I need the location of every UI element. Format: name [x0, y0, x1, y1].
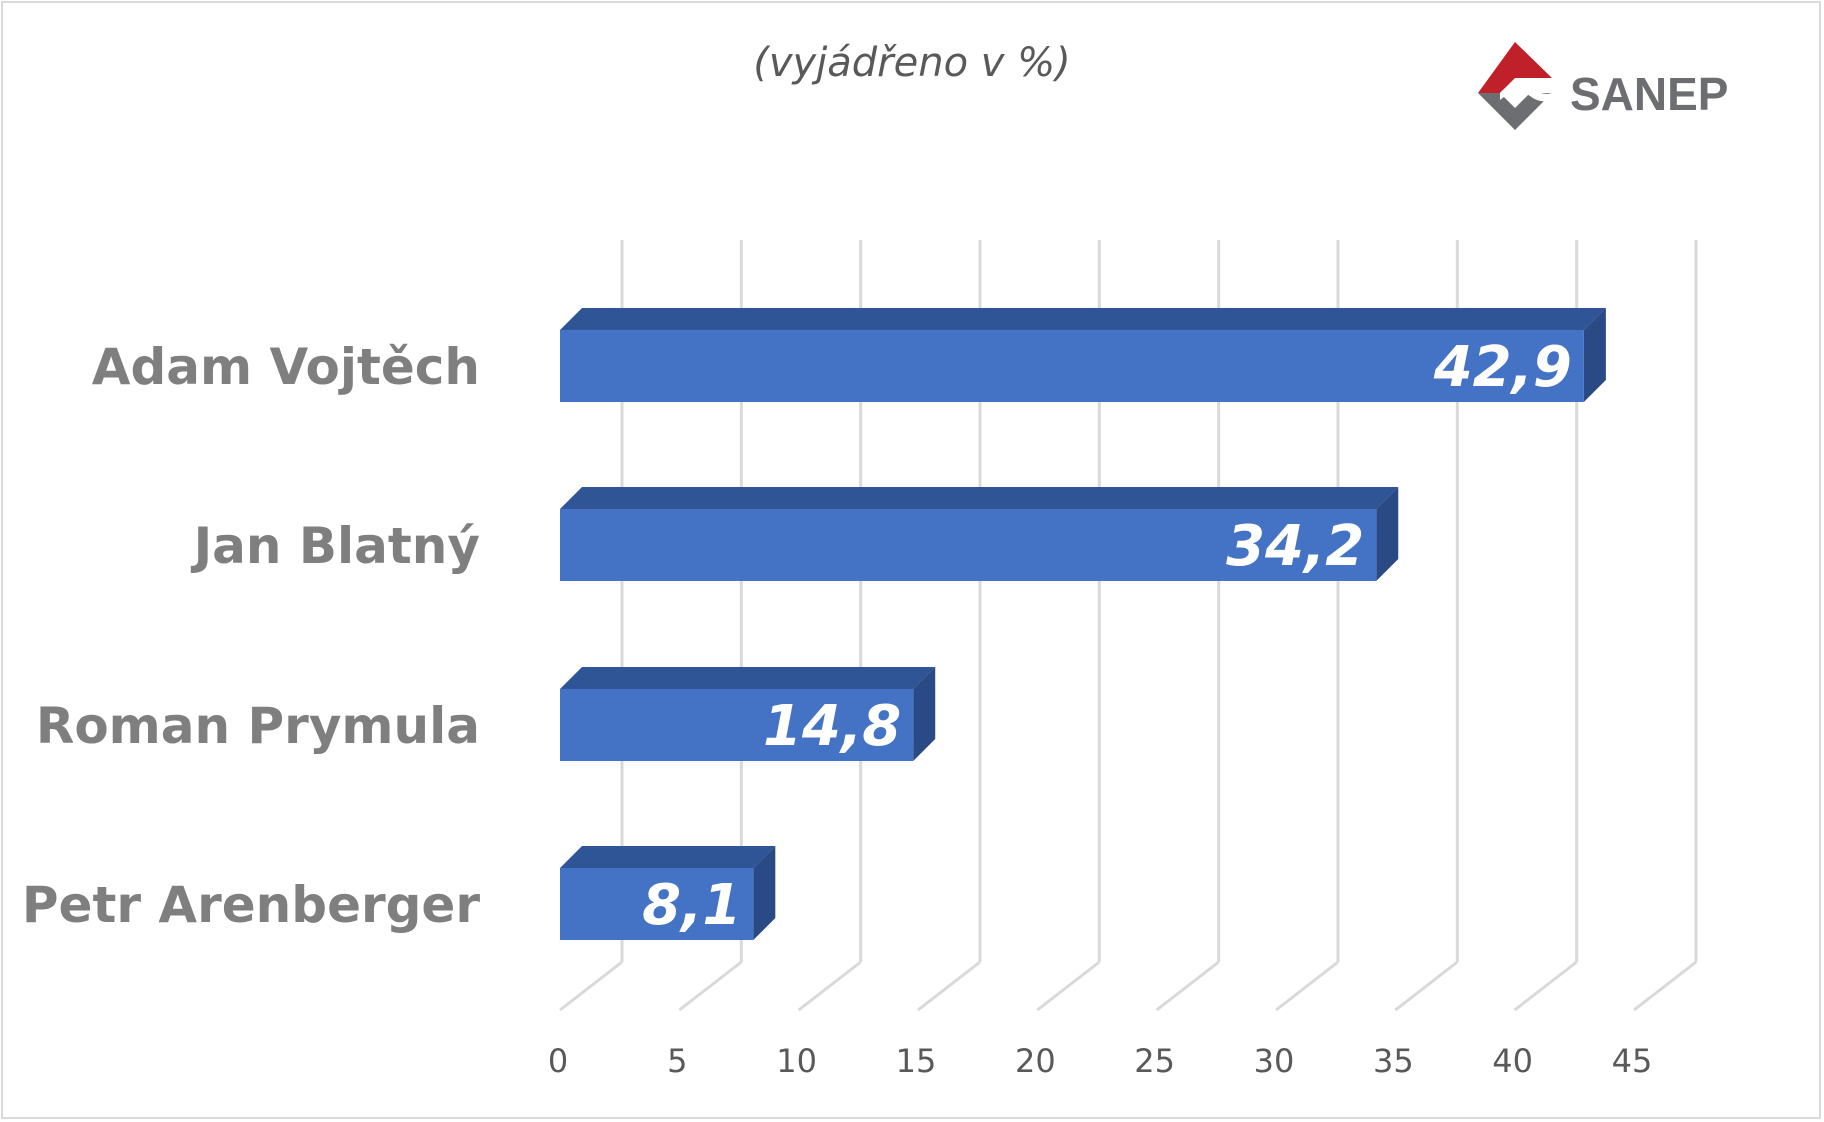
floor-line-0: [559, 960, 623, 1012]
category-label: Adam Vojtěch: [92, 338, 480, 396]
category-label: Roman Prymula: [36, 697, 480, 755]
x-tick-labels: 0 5 10 15 20 25 30 35 40 45: [548, 1042, 1653, 1080]
data-label: 42,9: [1433, 335, 1572, 400]
floor-line-10: [797, 960, 862, 1012]
floor-line-20: [1036, 960, 1101, 1012]
category-labels: Adam Vojtěch Jan Blatný Roman Prymula Petr …: [22, 338, 480, 934]
bar: [560, 846, 776, 940]
bar-front: [560, 868, 754, 940]
chart-subtitle: (vyjádřeno v %): [753, 40, 1071, 86]
floor-line-45: [1633, 960, 1697, 1012]
floor-line-5: [678, 960, 743, 1012]
bar-front: [560, 509, 1377, 581]
bar-top: [560, 667, 936, 689]
x-tick-label: 40: [1492, 1042, 1533, 1080]
bars: [560, 308, 1606, 940]
bar-top: [560, 846, 776, 868]
x-tick-label: 5: [667, 1042, 687, 1080]
floor-line-30: [1275, 960, 1339, 1012]
category-label: Petr Arenberger: [22, 876, 480, 934]
x-tick-label: 15: [896, 1042, 937, 1080]
data-label: 34,2: [1226, 514, 1364, 579]
category-label: Jan Blatný: [191, 517, 480, 575]
logo-text: SANEP: [1570, 68, 1728, 120]
bar-side: [753, 846, 776, 940]
bar-top: [560, 308, 1606, 330]
sanep-diamond-logo-icon: [1478, 42, 1552, 130]
x-tick-label: 10: [776, 1042, 817, 1080]
x-tick-label: 35: [1373, 1042, 1414, 1080]
bar-front: [560, 330, 1584, 402]
bar-side: [1376, 487, 1399, 581]
x-tick-label: 20: [1015, 1042, 1056, 1080]
bar: [560, 308, 1606, 402]
floor-line-15: [917, 960, 981, 1012]
bar-side: [1583, 308, 1606, 402]
data-labels: 42,9 34,2 14,8 8,1: [642, 335, 1572, 938]
bar-front: [560, 689, 914, 761]
floor-line-40: [1513, 960, 1578, 1012]
bar-top: [560, 487, 1399, 509]
floor-line-35: [1394, 960, 1459, 1012]
sanep-logo: SANEP: [1478, 42, 1728, 130]
data-label: 8,1: [642, 873, 741, 938]
x-tick-label: 45: [1612, 1042, 1653, 1080]
x-tick-label: 30: [1254, 1042, 1295, 1080]
bar: [560, 487, 1399, 581]
floor-line-25: [1155, 960, 1220, 1012]
x-tick-label: 25: [1134, 1042, 1175, 1080]
x-tick-label: 0: [548, 1042, 568, 1080]
data-label: 14,8: [763, 694, 901, 759]
bar-side: [913, 667, 936, 761]
bar: [560, 667, 936, 761]
